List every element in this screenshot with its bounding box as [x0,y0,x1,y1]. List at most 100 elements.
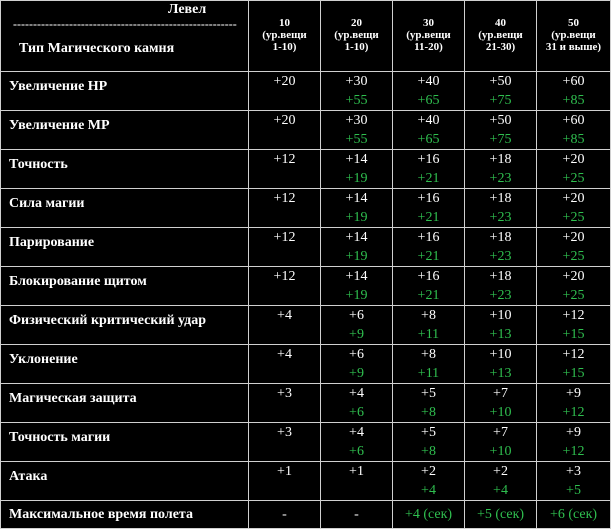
value-cell: +16 +21 [392,188,465,228]
value-cell: +8 +11 [392,305,465,345]
bonus-value: +19 [345,210,368,225]
level-header-text: (ур.вещи [334,29,379,41]
bonus-value: +75 [489,132,512,147]
base-value: +16 [417,152,440,167]
bonus-value: +55 [345,93,368,108]
base-value: +60 [562,74,585,89]
bonus-value: +5 [566,483,581,498]
bonus-value: +6 (сек) [549,506,598,522]
value-cell: +12 +15 [536,305,611,345]
base-value: +18 [489,191,512,206]
bonus-value: +19 [345,288,368,303]
value-cell: +50 +75 [464,110,537,150]
base-value: +16 [417,269,440,284]
bonus-value: +10 [489,405,512,420]
base-value: +2 [493,464,508,479]
value-cell: +2 +4 [464,461,537,501]
level-header-text: 20 [351,17,362,29]
bonus-value: +65 [417,132,440,147]
level-header-text: (ур.вещи [551,29,596,41]
base-value: +20 [562,230,585,245]
base-value: +20 [562,191,585,206]
base-value: +50 [489,74,512,89]
bonus-value: +21 [417,249,440,264]
base-value: +60 [562,113,585,128]
value-cell: +14 +19 [320,188,393,228]
value-cell: +6 +9 [320,305,393,345]
value-cell: +30 +55 [320,71,393,111]
header-row: Левел ----------------------------------… [0,0,611,72]
bonus-value: +10 [489,444,512,459]
base-value: +4 [349,425,364,440]
stat-name: Увеличение HP [0,71,249,111]
bonus-value: +15 [562,327,585,342]
value-cell: +1 [248,461,321,501]
stat-name: Физический критический удар [0,305,249,345]
bonus-value: +11 [417,366,440,381]
bonus-value: +23 [489,249,512,264]
base-value: - [282,506,287,522]
value-cell: +60 +85 [536,110,611,150]
base-value: +8 [421,347,436,362]
stat-name: Уклонение [0,344,249,384]
base-value: +4 [277,347,292,362]
value-cell: +4 +6 [320,383,393,423]
level-header-text: 40 [495,17,506,29]
base-value: +3 [277,425,292,440]
bonus-value: +4 (сек) [404,506,453,522]
bonus-value: +21 [417,171,440,186]
table-row: Точность +12 +14 +19 +16 +21 +18 +23 +20 +25 [0,149,611,189]
level-header-text: 1-10) [272,41,297,53]
base-value: +2 [421,464,436,479]
value-cell: +1 [320,461,393,501]
base-value: +16 [417,230,440,245]
value-cell: +7 +10 [464,383,537,423]
base-value: +20 [562,269,585,284]
value-cell: +16 +21 [392,149,465,189]
level-header-10: 10 (ур.вещи 1-10) [248,0,321,72]
table-row: Магическая защита +3 +4 +6 +5 +8 +7 +10 +9 +12 [0,383,611,423]
value-cell: +4 [248,305,321,345]
level-header-text: (ур.вещи [478,29,523,41]
value-cell: +4 [248,344,321,384]
bonus-value: +21 [417,288,440,303]
value-cell: +50 +75 [464,71,537,111]
level-header-40: 40 (ур.вещи 21-30) [464,0,537,72]
base-value: +18 [489,269,512,284]
bonus-value: +8 [421,444,436,459]
stat-name: Максимальное время полета [0,500,249,529]
value-cell: +16 +21 [392,266,465,306]
value-cell: +40 +65 [392,110,465,150]
value-cell: +18 +23 [464,188,537,228]
value-cell: +14 +19 [320,149,393,189]
value-cell: +6 (сек) [536,500,611,529]
base-value: +14 [345,152,368,167]
value-cell: +5 (сек) [464,500,537,529]
base-value: +9 [566,425,581,440]
bonus-value: +23 [489,210,512,225]
value-cell: +3 [248,422,321,462]
value-cell: +12 +15 [536,344,611,384]
level-header-text: 50 [568,17,579,29]
table-row: Физический критический удар +4 +6 +9 +8 +11 +1… [0,305,611,345]
value-cell: +18 +23 [464,266,537,306]
value-cell: +10 +13 [464,305,537,345]
bonus-value: +19 [345,249,368,264]
level-header-20: 20 (ур.вещи 1-10) [320,0,393,72]
base-value: +12 [562,308,585,323]
value-cell: - [248,500,321,529]
value-cell: +14 +19 [320,227,393,267]
value-cell: +3 +5 [536,461,611,501]
bonus-value: +19 [345,171,368,186]
base-value: +50 [489,113,512,128]
value-cell: +12 [248,149,321,189]
bonus-value: +8 [421,405,436,420]
base-value: +12 [273,269,296,284]
bonus-value: +12 [562,405,585,420]
bonus-value: +25 [562,288,585,303]
bonus-value: +21 [417,210,440,225]
base-value: +6 [349,347,364,362]
bonus-value: +9 [349,366,364,381]
bonus-value: +25 [562,171,585,186]
value-cell: +8 +11 [392,344,465,384]
